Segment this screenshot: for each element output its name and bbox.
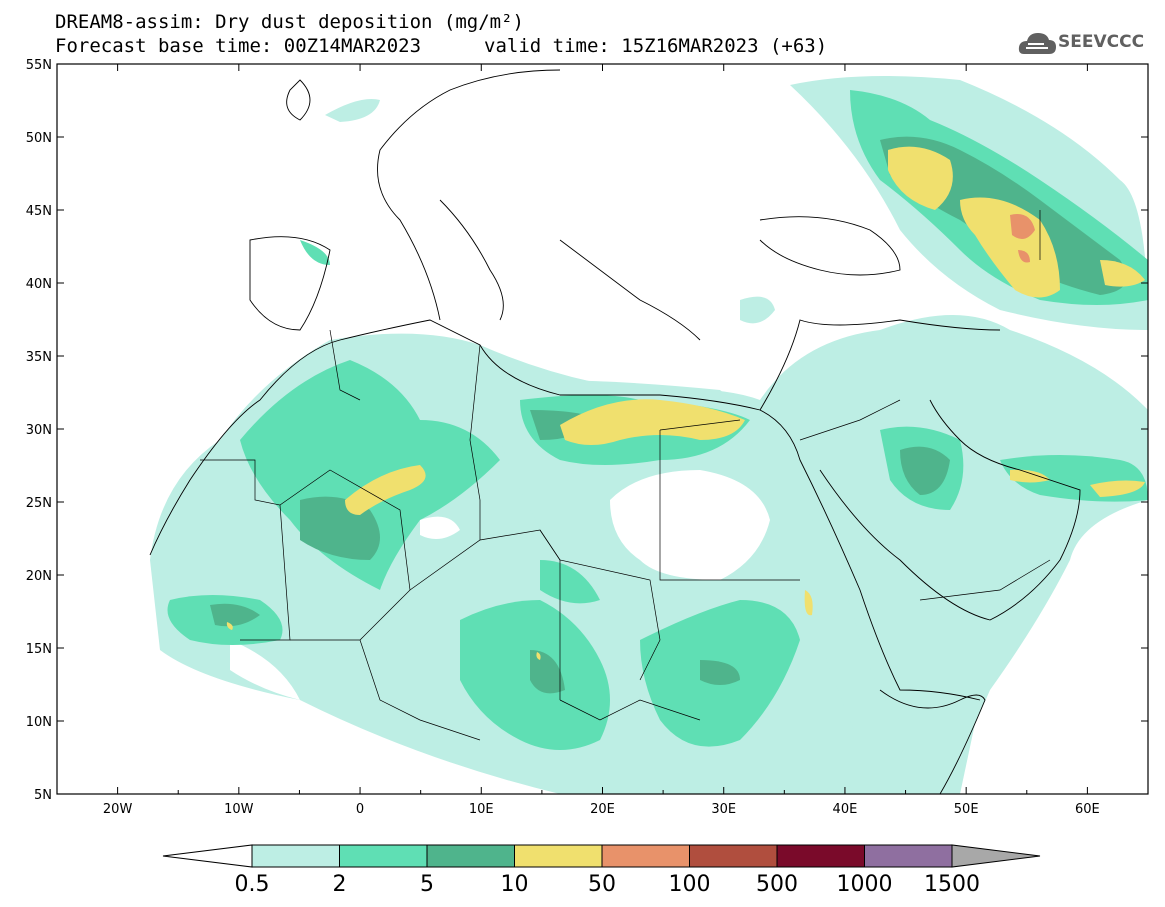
colorbar-label: 10: [501, 872, 529, 897]
colorbar-legend: 0.5 2 5 10 50 100 500 1000 1500: [162, 844, 1041, 897]
colorbar-swatch: [339, 844, 428, 868]
colorbar-label: 5: [420, 872, 434, 897]
lat-label: 55N: [26, 58, 52, 73]
lon-label: 10W: [224, 802, 254, 817]
cloud-icon: [1018, 33, 1056, 54]
lat-label: 5N: [34, 788, 52, 803]
colorbar-label: 2: [333, 872, 347, 897]
lon-label: 30E: [711, 802, 736, 817]
colorbar-label: 1500: [924, 872, 980, 897]
latitude-axis: 5N 10N 15N 20N 25N 30N 35N 40N 45N 50N 55N: [26, 58, 1148, 803]
lat-label: 20N: [26, 569, 52, 584]
lon-label: 20W: [103, 802, 133, 817]
lon-label: 40E: [833, 802, 858, 817]
seevccc-logo: SEEVCCC: [1018, 28, 1158, 58]
colorbar-label: 1000: [837, 872, 893, 897]
lat-label: 30N: [26, 423, 52, 438]
lat-label: 25N: [26, 496, 52, 511]
lon-label: 20E: [590, 802, 615, 817]
forecast-base-time: Forecast base time: 00Z14MAR2023: [55, 35, 422, 57]
logo-text: SEEVCCC: [1058, 32, 1145, 52]
country-borders: [200, 210, 1051, 741]
colorbar-label: 50: [588, 872, 616, 897]
map-title: DREAM8-assim: Dry dust deposition (mg/m²…: [55, 11, 524, 33]
lon-label: 60E: [1075, 802, 1100, 817]
colorbar-swatch: [864, 844, 953, 868]
dust-deposition-field: [150, 76, 1148, 794]
lat-label: 35N: [26, 350, 52, 365]
longitude-axis: 20W 10W 0 10E 20E 30E 40E 50E 60E: [56, 64, 1149, 817]
lat-label: 45N: [26, 204, 52, 219]
colorbar-over-arrow: [951, 844, 1041, 868]
lat-label: 50N: [26, 131, 52, 146]
colorbar-label: 500: [756, 872, 798, 897]
colorbar-swatch: [601, 844, 690, 868]
lon-label: 10E: [469, 802, 494, 817]
colorbar-swatch: [251, 844, 340, 868]
lat-label: 40N: [26, 277, 52, 292]
colorbar-swatch: [514, 844, 603, 868]
colorbar-swatch: [426, 844, 515, 868]
valid-time: valid time: 15Z16MAR2023 (+63): [484, 35, 828, 57]
colorbar-under-arrow: [162, 844, 253, 868]
colorbar-label: 100: [669, 872, 711, 897]
coastlines: [149, 69, 1081, 794]
colorbar-swatch: [776, 844, 865, 868]
colorbar-swatch: [689, 844, 778, 868]
lon-label: 50E: [954, 802, 979, 817]
colorbar-label: 0.5: [235, 872, 270, 897]
lon-label: 0: [356, 802, 364, 817]
lat-label: 10N: [26, 715, 52, 730]
lat-label: 15N: [26, 642, 52, 657]
